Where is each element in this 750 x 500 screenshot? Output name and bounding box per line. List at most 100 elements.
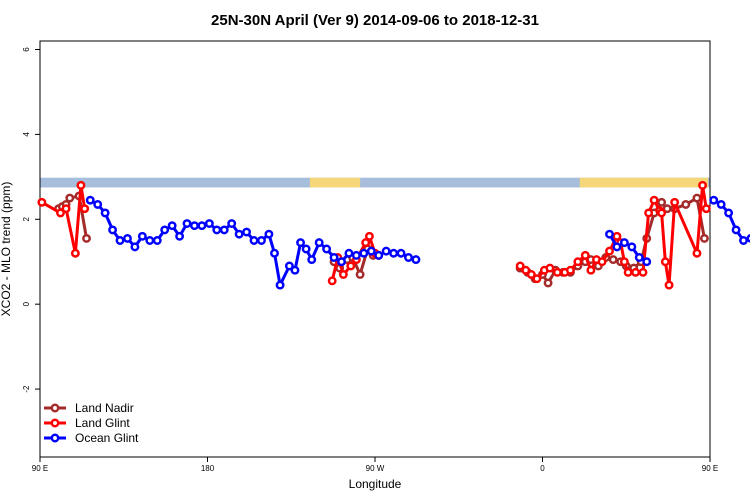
data-point xyxy=(249,236,259,245)
data-point xyxy=(338,270,348,279)
data-point xyxy=(290,265,300,275)
series-line-segment xyxy=(695,183,705,255)
data-point xyxy=(701,204,711,214)
data-point xyxy=(167,221,177,231)
data-point xyxy=(411,255,421,265)
data-point xyxy=(234,229,244,239)
data-point xyxy=(123,233,132,243)
legend-label: Ocean Glint xyxy=(75,431,139,445)
data-point xyxy=(301,244,311,254)
data-point xyxy=(627,242,637,252)
data-point xyxy=(182,219,192,228)
data-point xyxy=(327,276,337,286)
data-point xyxy=(307,255,317,265)
y-tick-label: 4 xyxy=(22,132,31,137)
data-point xyxy=(108,225,118,235)
data-point xyxy=(264,229,274,239)
data-point xyxy=(364,231,374,241)
x-axis-label: Longitude xyxy=(349,477,402,491)
data-point xyxy=(76,180,86,190)
legend-marker xyxy=(50,418,60,428)
data-point xyxy=(580,250,590,260)
data-point xyxy=(329,253,339,262)
data-point xyxy=(227,219,237,228)
data-point xyxy=(160,225,170,235)
data-point xyxy=(545,263,555,273)
axes: 90 E 180 90 W 0 90 E -2 0 2 4 6 xyxy=(22,47,718,473)
data-point xyxy=(521,265,531,275)
legend-item-land-nadir: Land Nadir xyxy=(44,401,134,415)
data-point xyxy=(709,195,719,205)
x-tick-label: 90 E xyxy=(32,464,48,473)
data-point xyxy=(82,233,91,243)
data-point xyxy=(80,204,90,214)
data-point xyxy=(175,231,185,241)
y-tick-label: 2 xyxy=(22,217,31,222)
data-point xyxy=(381,246,391,256)
data-point xyxy=(212,225,222,235)
y-tick-label: 0 xyxy=(22,301,31,306)
data-point xyxy=(204,219,214,228)
data-point xyxy=(70,248,80,258)
series-line-segment xyxy=(673,200,699,255)
data-point xyxy=(359,248,369,258)
data-point xyxy=(355,270,365,279)
legend-item-ocean-glint: Ocean Glint xyxy=(44,431,139,445)
data-point xyxy=(130,242,140,252)
ocean-band xyxy=(40,177,710,188)
series-line-segment xyxy=(73,183,83,255)
land-ocean-band xyxy=(40,177,710,188)
data-point xyxy=(314,238,324,248)
series-line-segment xyxy=(293,241,303,272)
series-line-segment xyxy=(667,200,677,287)
data-point xyxy=(296,238,306,248)
data-point xyxy=(337,257,346,267)
data-point xyxy=(642,257,652,267)
data-point xyxy=(597,257,607,267)
legend-label: Land Nadir xyxy=(75,401,134,415)
data-point xyxy=(724,208,734,218)
data-point xyxy=(93,199,103,209)
data-point xyxy=(275,280,285,290)
data-point xyxy=(284,261,294,271)
data-point xyxy=(145,236,155,245)
data-point xyxy=(526,270,536,279)
data-point xyxy=(396,248,406,258)
data-point xyxy=(638,267,648,277)
data-point xyxy=(619,257,629,267)
series-line-segment xyxy=(64,207,77,255)
data-point xyxy=(623,267,633,277)
data-point xyxy=(586,265,596,275)
data-point xyxy=(670,197,680,207)
data-point xyxy=(374,250,384,260)
data-point xyxy=(37,197,47,207)
data-point xyxy=(532,274,542,284)
data-point xyxy=(649,195,659,205)
data-point xyxy=(404,253,413,262)
legend-marker xyxy=(50,403,60,413)
data-point xyxy=(190,221,199,231)
data-point xyxy=(681,199,691,209)
data-point xyxy=(657,197,667,207)
data-point xyxy=(322,244,332,254)
data-point xyxy=(361,238,371,248)
y-axis-label: XCO2 - MLO trend (ppm) xyxy=(0,182,13,317)
series-ocean-glint xyxy=(85,195,750,290)
data-point xyxy=(612,242,622,252)
data-point xyxy=(543,278,553,288)
data-point xyxy=(631,267,641,277)
chart-title: 25N-30N April (Ver 9) 2014-09-06 to 2018… xyxy=(211,12,539,29)
data-point xyxy=(137,231,147,241)
data-point xyxy=(351,250,361,260)
series-line-segment xyxy=(660,211,667,264)
data-point xyxy=(608,255,618,265)
data-point xyxy=(739,236,748,245)
y-tick-label: -2 xyxy=(22,385,31,393)
data-point xyxy=(698,180,708,190)
data-point xyxy=(746,234,750,243)
land-segment xyxy=(309,177,361,188)
data-point xyxy=(619,238,629,248)
data-point xyxy=(731,225,741,235)
